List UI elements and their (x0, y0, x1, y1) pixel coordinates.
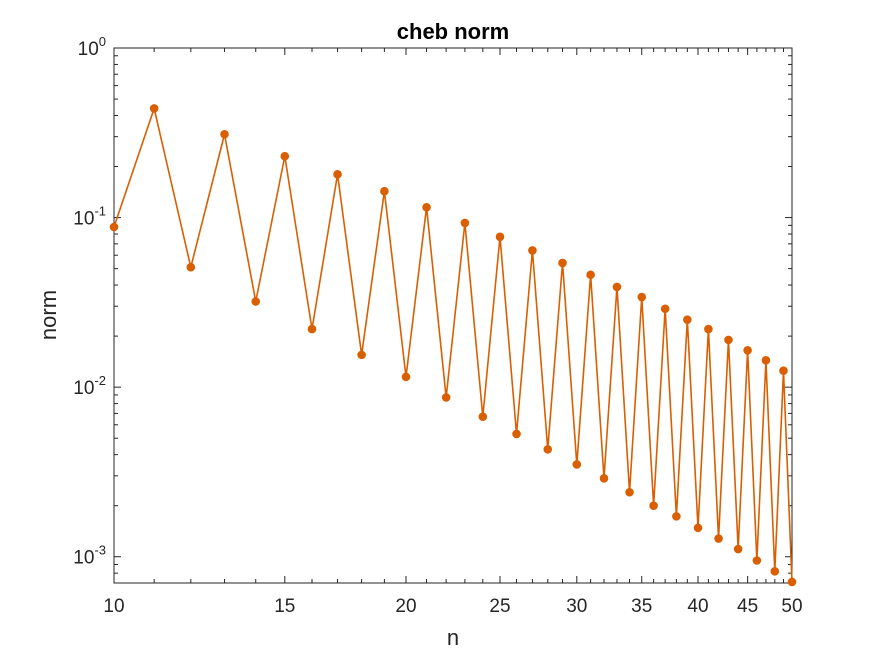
data-series (109, 104, 797, 587)
data-point (543, 445, 553, 454)
data-point (660, 304, 670, 314)
data-point (220, 129, 229, 139)
data-point (441, 393, 451, 402)
data-point (460, 218, 470, 228)
data-point (672, 512, 681, 521)
data-point (558, 258, 567, 268)
tick-labels: 10 15 20 25 30 35 40 45 50 10-3 10-2 10-1 100 (73, 34, 802, 617)
x-tick-label: 15 (274, 596, 295, 617)
x-tick-label: 45 (737, 596, 758, 617)
data-point (612, 282, 622, 292)
data-point (307, 324, 317, 334)
data-point (787, 577, 797, 587)
data-point (512, 429, 521, 439)
data-point (251, 297, 261, 306)
data-point (149, 104, 159, 113)
data-point (770, 567, 780, 576)
data-point (401, 372, 411, 382)
data-point (599, 474, 609, 483)
data-point (625, 487, 634, 497)
data-point (572, 460, 582, 469)
data-point (357, 350, 366, 360)
data-point (693, 523, 703, 533)
series-line (113, 105, 793, 582)
axes-box (113, 47, 793, 584)
data-point (752, 556, 762, 565)
x-tick-label: 25 (489, 596, 510, 617)
y-tick-label: 100 (78, 34, 106, 60)
data-point (761, 356, 771, 365)
data-point (724, 335, 733, 345)
data-point (714, 534, 723, 543)
data-point (478, 412, 488, 421)
x-axis-label: n (447, 625, 459, 650)
x-tick-label: 20 (395, 596, 416, 617)
y-tick-label: 10-1 (73, 204, 106, 230)
y-axis-label: norm (36, 290, 61, 340)
data-point (704, 324, 713, 334)
data-point (586, 270, 595, 280)
data-point (495, 232, 505, 242)
data-point (380, 186, 389, 196)
data-point (422, 202, 431, 212)
data-point (743, 345, 752, 355)
data-point (109, 222, 119, 232)
x-tick-label: 10 (103, 596, 124, 617)
data-point (186, 262, 196, 272)
y-tick-label: 10-3 (73, 543, 106, 569)
x-tick-label: 40 (687, 596, 708, 617)
data-point (683, 315, 692, 324)
y-tick-label: 10-2 (73, 373, 106, 399)
chart-title: cheb norm (397, 19, 509, 44)
x-tick-label: 30 (566, 596, 587, 617)
data-point (779, 366, 788, 376)
x-tick-label: 35 (631, 596, 652, 617)
data-point (637, 292, 647, 302)
data-point (280, 151, 290, 161)
data-point (333, 169, 342, 179)
x-tick-label: 50 (781, 596, 802, 617)
data-point (649, 501, 658, 510)
data-point (528, 246, 537, 255)
axis-ticks (113, 47, 793, 584)
data-point (733, 544, 743, 554)
